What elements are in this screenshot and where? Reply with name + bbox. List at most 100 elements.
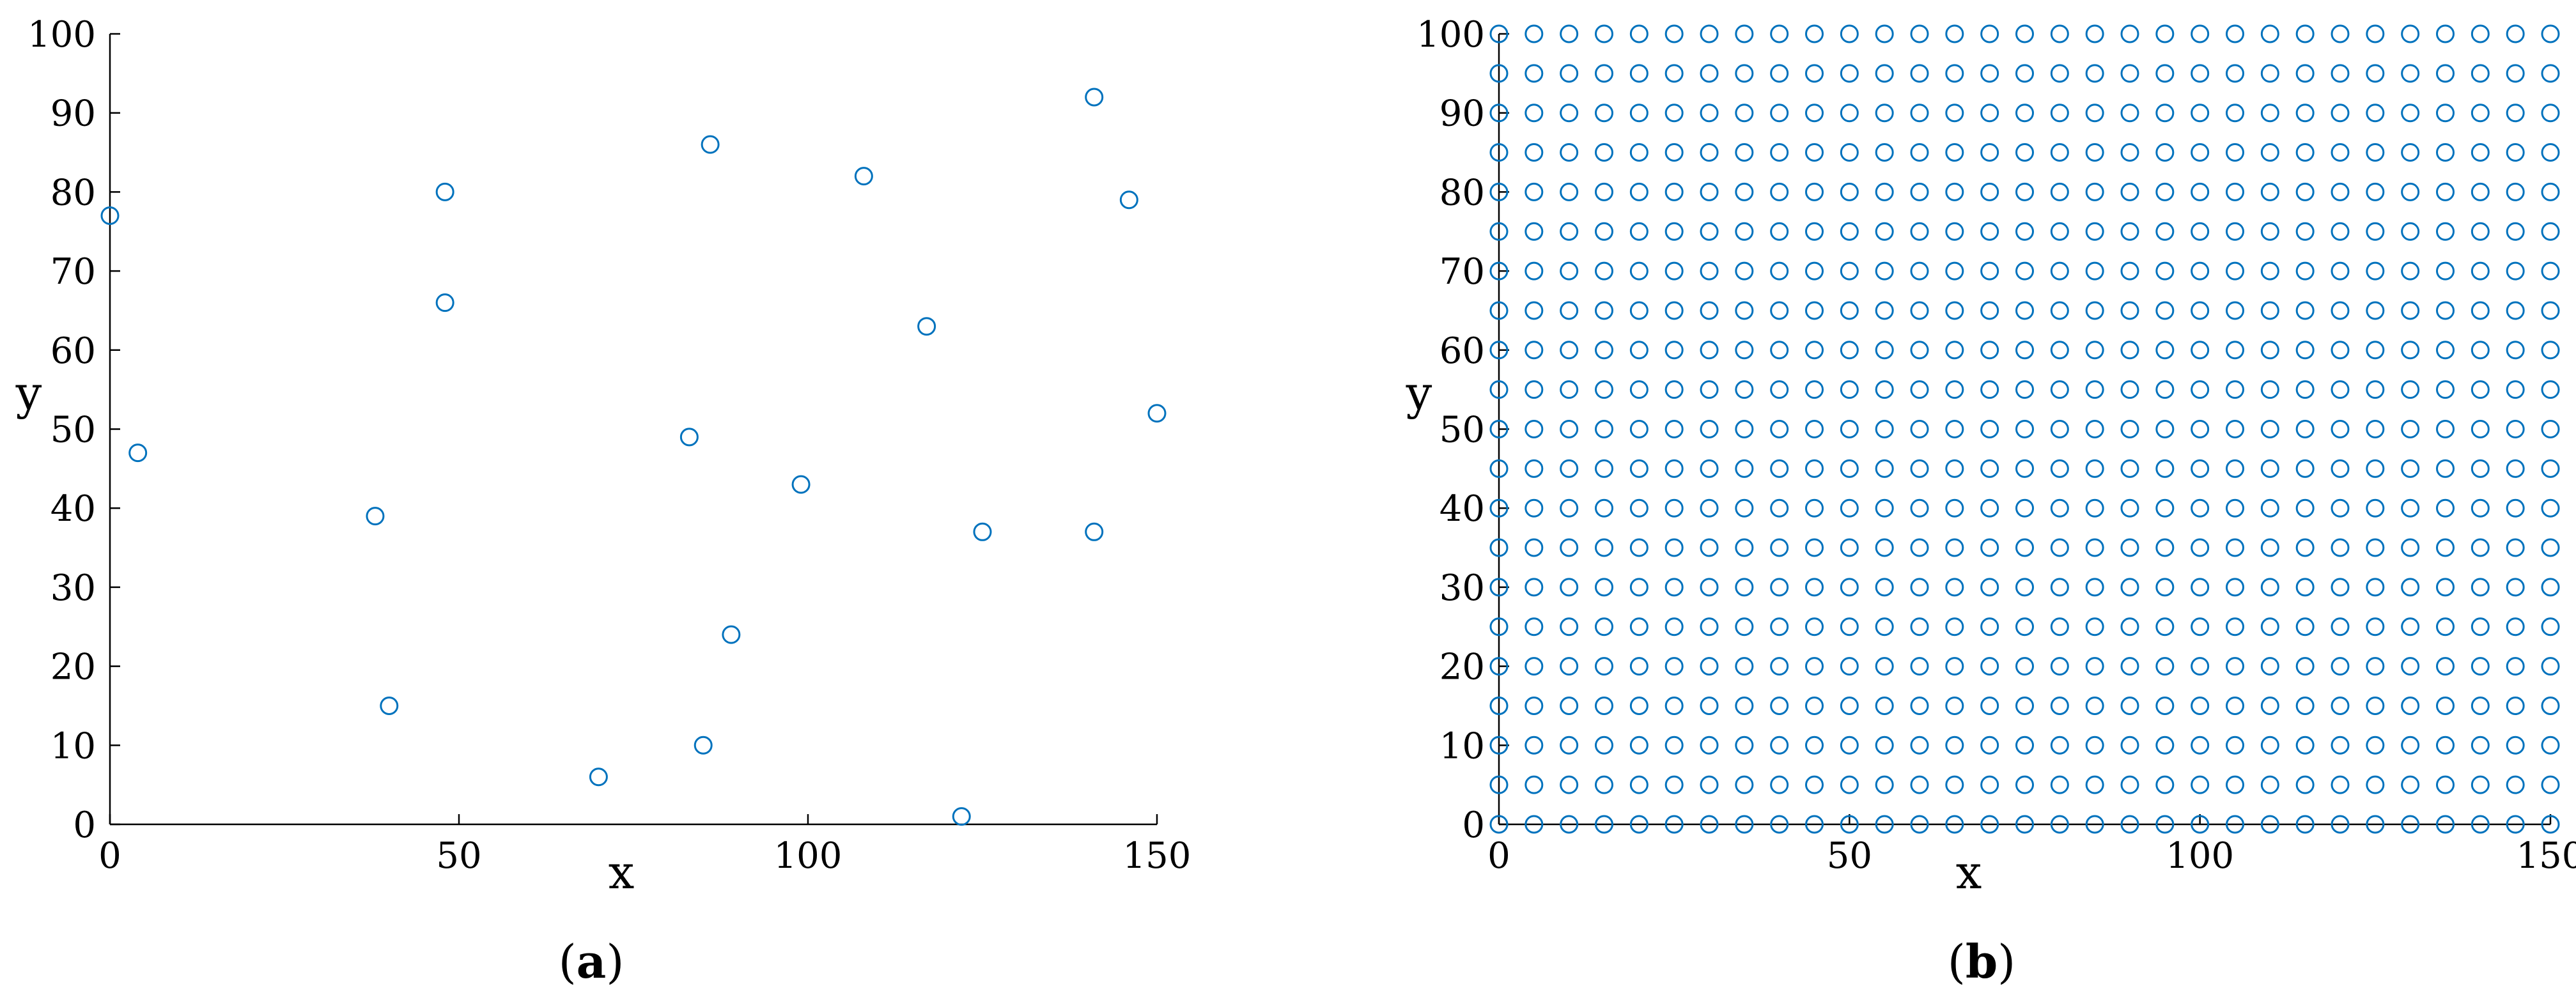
data-point xyxy=(1664,64,1684,83)
data-point xyxy=(2295,64,2315,83)
data-point xyxy=(1629,420,1649,438)
data-point xyxy=(2085,261,2104,281)
data-point xyxy=(1489,736,1509,755)
data-point xyxy=(1805,498,1824,518)
data-point xyxy=(1770,380,1789,399)
data-point xyxy=(1700,24,1719,43)
data-point xyxy=(1980,341,1999,360)
data-point xyxy=(1595,420,1613,438)
data-point xyxy=(1629,498,1649,518)
data-point xyxy=(1910,538,1929,557)
data-point xyxy=(2050,261,2069,281)
data-point xyxy=(1910,696,1929,715)
data-point xyxy=(1840,657,1859,676)
data-point xyxy=(1489,815,1509,834)
data-point xyxy=(1629,538,1649,557)
data-point xyxy=(1525,341,1544,360)
data-point xyxy=(2366,420,2385,438)
data-point xyxy=(1664,182,1684,201)
data-point xyxy=(1770,64,1789,83)
data-point xyxy=(1489,538,1509,557)
data-point xyxy=(2120,24,2139,43)
data-point xyxy=(2226,736,2244,755)
data-point xyxy=(1664,24,1684,43)
y-tick-label: 100 xyxy=(1416,14,1485,56)
data-point xyxy=(2366,222,2385,241)
data-point xyxy=(1735,578,1754,597)
data-point xyxy=(1735,24,1754,43)
data-point xyxy=(1560,341,1579,360)
data-point xyxy=(2366,657,2385,676)
data-point xyxy=(2366,380,2385,399)
data-point xyxy=(2050,64,2069,83)
data-point xyxy=(1840,64,1859,83)
data-point xyxy=(2471,301,2490,320)
data-point xyxy=(2506,736,2525,755)
data-point xyxy=(2295,538,2315,557)
data-point xyxy=(2191,736,2210,755)
data-point xyxy=(2085,538,2104,557)
data-point xyxy=(2506,261,2525,281)
data-point xyxy=(1910,498,1929,518)
data-point xyxy=(1805,24,1824,43)
scatter-panel-a: 0 50 100 150 0 10 20 30 40 50 60 70 80 90 100 x y (a) xyxy=(15,14,1191,989)
data-point xyxy=(2295,617,2315,636)
data-point xyxy=(1700,578,1719,597)
data-point xyxy=(2015,222,2034,241)
data-point xyxy=(2401,617,2420,636)
data-point xyxy=(2401,261,2420,281)
data-point xyxy=(2050,815,2069,834)
data-point xyxy=(380,696,399,715)
data-point xyxy=(2401,380,2420,399)
data-point xyxy=(1840,341,1859,360)
data-point xyxy=(1840,815,1859,834)
panel-label: (a) xyxy=(559,934,625,989)
y-tick-label: 0 xyxy=(73,805,96,846)
data-point xyxy=(1489,498,1509,518)
data-point xyxy=(2471,261,2490,281)
data-point xyxy=(2331,301,2350,320)
data-point xyxy=(2015,341,2034,360)
data-point xyxy=(1489,459,1509,478)
data-point xyxy=(2226,815,2244,834)
data-point xyxy=(1840,775,1859,794)
data-point xyxy=(1595,538,1613,557)
data-point xyxy=(2120,538,2139,557)
data-point xyxy=(854,167,873,186)
data-point xyxy=(2506,143,2525,162)
data-point xyxy=(2471,143,2490,162)
y-tick-label: 60 xyxy=(1439,330,1485,372)
data-point xyxy=(1875,64,1894,83)
data-point xyxy=(2295,104,2315,123)
data-point xyxy=(2295,261,2315,281)
data-point xyxy=(2436,222,2455,241)
data-point xyxy=(2191,617,2210,636)
data-point xyxy=(1805,380,1824,399)
data-point xyxy=(2506,24,2525,43)
data-point xyxy=(1629,775,1649,794)
data-point xyxy=(2436,24,2455,43)
data-point xyxy=(2366,696,2385,715)
data-point xyxy=(1525,420,1544,438)
data-point xyxy=(2541,420,2560,438)
data-point xyxy=(1875,104,1894,123)
data-point xyxy=(2401,498,2420,518)
data-point xyxy=(2295,143,2315,162)
data-point xyxy=(1664,617,1684,636)
data-point xyxy=(2295,301,2315,320)
data-point xyxy=(2015,538,2034,557)
data-point xyxy=(1735,617,1754,636)
y-tick-label: 70 xyxy=(1439,251,1485,293)
data-point xyxy=(2471,341,2490,360)
data-point xyxy=(1629,380,1649,399)
data-point xyxy=(2436,64,2455,83)
data-point xyxy=(1910,24,1929,43)
data-point xyxy=(2331,182,2350,201)
data-point xyxy=(1805,143,1824,162)
data-point xyxy=(2015,143,2034,162)
data-point xyxy=(1525,459,1544,478)
data-point xyxy=(2050,498,2069,518)
data-point xyxy=(2260,815,2279,834)
data-point xyxy=(1840,420,1859,438)
data-point xyxy=(1735,341,1754,360)
